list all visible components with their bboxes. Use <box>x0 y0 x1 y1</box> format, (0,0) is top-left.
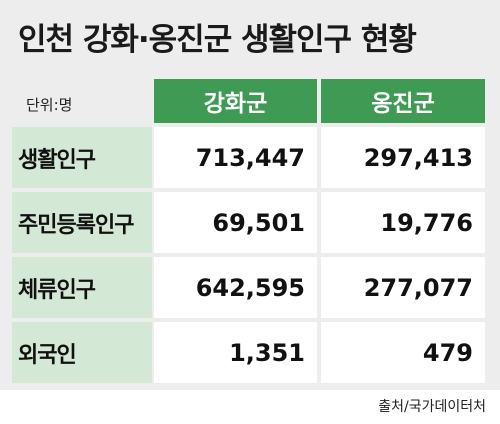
unit-label: 단위:명 <box>26 96 73 114</box>
source-credit: 출처/국가데이터처 <box>378 399 486 415</box>
infographic-panel: 인천 강화·옹진군 생활인구 현황 단위:명 강화군 옹진군 생활인구 713,… <box>0 0 500 390</box>
table-cell: 713,447 <box>154 127 317 188</box>
table-cell: 1,351 <box>154 322 317 383</box>
row-label-staying-population: 체류인구 <box>12 257 152 318</box>
table-cell: 277,077 <box>321 257 485 318</box>
table-cell: 69,501 <box>154 192 317 253</box>
table-cell: 19,776 <box>321 192 485 253</box>
column-header-ongjin: 옹진군 <box>321 79 485 123</box>
table-cell: 479 <box>321 322 485 383</box>
row-label-living-population: 생활인구 <box>12 127 152 188</box>
table-cell: 297,413 <box>321 127 485 188</box>
row-label-registered-population: 주민등록인구 <box>12 192 152 253</box>
table-cell: 642,595 <box>154 257 317 318</box>
page-title: 인천 강화·옹진군 생활인구 현황 <box>18 22 417 58</box>
column-header-ganghwa: 강화군 <box>154 79 317 123</box>
row-label-foreigners: 외국인 <box>12 322 152 383</box>
